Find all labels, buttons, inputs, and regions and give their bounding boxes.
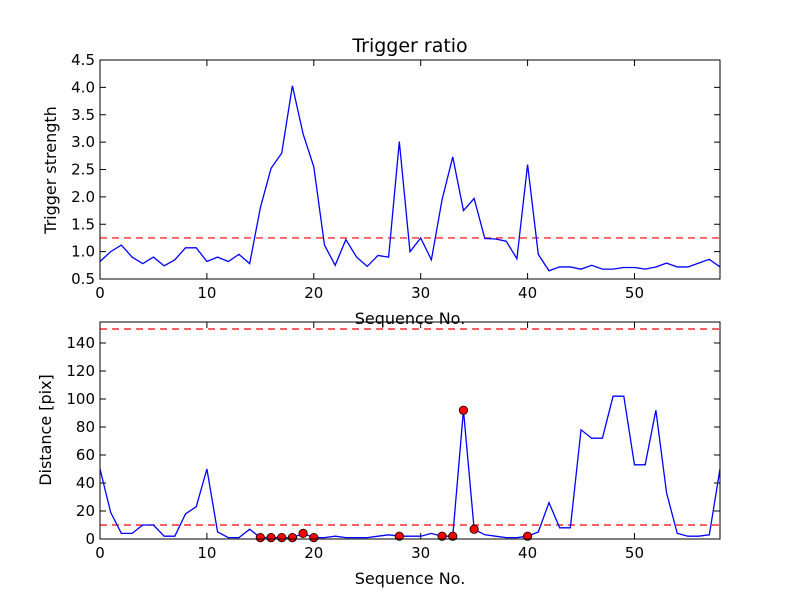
distance-marker-point: [469, 524, 479, 534]
distance-marker-point: [437, 531, 447, 541]
distance-marker-point: [287, 532, 298, 543]
distance-series-line: [99, 395, 721, 539]
trigger-ratio-axes-frame: [99, 59, 721, 280]
distance-ytick-label: 120: [66, 362, 95, 380]
distance-marker-point: [458, 405, 469, 415]
trigger-ratio-xtick-label: 10: [197, 284, 216, 302]
distance-xtick-label: 50: [625, 544, 644, 562]
distance-ytick-label: 20: [76, 502, 95, 520]
trigger-ratio-panel: Trigger ratio 0 10 20 30 40 50 0.5 1.0 1.5 2.0 2.5…: [41, 35, 721, 328]
distance-marker-point: [394, 531, 404, 541]
distance-xtick-label: 30: [411, 544, 430, 562]
distance-ytick-label: 100: [66, 390, 95, 408]
trigger-ratio-ytick-label: 2.0: [71, 188, 95, 206]
distance-ytick-label: 140: [66, 334, 95, 352]
distance-panel: 0 10 20 30 40 50 0 20 40 60 80 100 120 140 Sequence N…: [36, 321, 721, 588]
distance-ylabel: Distance [pix]: [36, 374, 55, 486]
trigger-ratio-xtick-label: 30: [411, 284, 430, 302]
trigger-ratio-marks: 0 10 20 30 40 50 0.5 1.0 1.5 2.0 2.5 3.0 3.5 4.0 4.5: [71, 51, 721, 302]
trigger-ratio-ytick-label: 4.0: [71, 78, 95, 96]
distance-xlabel: Sequence No.: [355, 569, 466, 588]
distance-marker-point: [309, 532, 319, 543]
distance-ytick-label: 0: [85, 530, 95, 548]
trigger-ratio-ytick-label: 2.5: [71, 161, 95, 179]
trigger-ratio-xtick-label: 40: [518, 284, 537, 302]
trigger-ratio-xtick-label: 20: [304, 284, 323, 302]
chart-title: Trigger ratio: [351, 35, 467, 57]
trigger-ratio-xtick-label: 0: [95, 284, 105, 302]
trigger-ratio-xlabel: Sequence No.: [355, 309, 466, 328]
distance-marker-point: [266, 532, 276, 543]
trigger-ratio-ytick-label: 1.5: [71, 215, 95, 233]
trigger-ratio-ylabel: Trigger strength: [41, 106, 60, 235]
distance-marker-point: [298, 528, 308, 539]
distance-marker-point: [277, 532, 287, 543]
trigger-ratio-xtick-label: 50: [625, 284, 644, 302]
trigger-ratio-ytick-label: 1.0: [71, 243, 95, 261]
distance-ytick-label: 80: [76, 418, 95, 436]
distance-xtick-label: 10: [197, 544, 216, 562]
trigger-ratio-ytick-label: 3.5: [71, 106, 95, 124]
distance-marker-point: [522, 531, 533, 541]
distance-ytick-label: 60: [76, 446, 95, 464]
trigger-ratio-series-line: [99, 85, 721, 272]
distance-ytick-label: 40: [76, 474, 95, 492]
distance-xtick-label: 0: [95, 544, 105, 562]
trigger-ratio-ytick-label: 0.5: [71, 270, 95, 288]
distance-xtick-label: 20: [304, 544, 323, 562]
distance-xtick-label: 40: [518, 544, 537, 562]
distance-marker-point: [448, 531, 458, 541]
distance-marks: 0 10 20 30 40 50 0 20 40 60 80 100 120 140: [66, 322, 721, 562]
distance-axes-frame: [99, 321, 721, 540]
distance-marker-point: [255, 532, 265, 543]
trigger-ratio-ytick-label: 4.5: [71, 51, 95, 69]
trigger-ratio-ytick-label: 3.0: [71, 133, 95, 151]
